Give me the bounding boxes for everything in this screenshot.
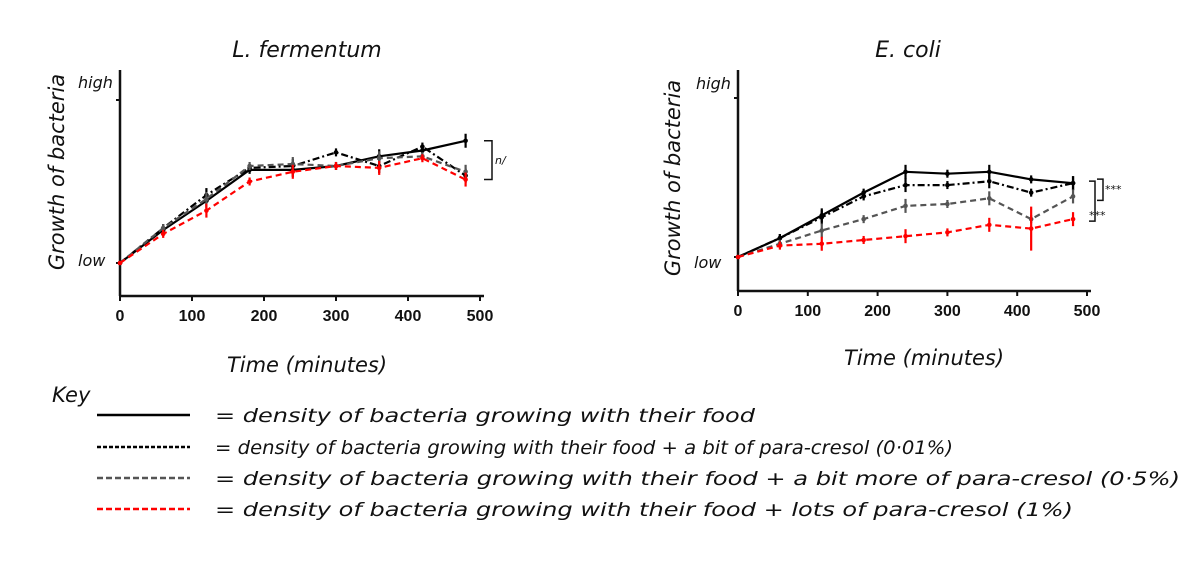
x-tick-label: 0 xyxy=(116,308,125,325)
y-tick-label-low: low xyxy=(694,253,722,272)
y-axis-label: Growth of bacteria xyxy=(45,74,69,270)
significance-bracket xyxy=(484,140,493,181)
x-tick-label: 400 xyxy=(395,308,422,325)
significance-label: n/ xyxy=(495,154,507,167)
x-axis-label: Time (minutes) xyxy=(844,346,1004,370)
x-tick-label: 500 xyxy=(1074,303,1101,320)
y-tick-label-high: high xyxy=(696,74,731,93)
x-tick-label: 100 xyxy=(179,308,206,325)
y-tick-label-high: high xyxy=(78,73,113,92)
chart-e-coli: E. coli high low 0 100 200 300 400 500 Growth of … xyxy=(661,38,1122,370)
x-tick-label: 100 xyxy=(794,303,821,320)
data-point xyxy=(735,254,741,260)
legend-label: = density of bacteria growing with their… xyxy=(215,468,1180,490)
x-tick-label: 300 xyxy=(934,303,961,320)
x-tick-label: 200 xyxy=(251,308,278,325)
x-tick-label: 200 xyxy=(864,303,891,320)
x-tick-label: 500 xyxy=(467,308,494,325)
y-tick-label-low: low xyxy=(78,251,106,270)
data-point xyxy=(117,260,123,266)
legend-label: = density of bacteria growing with their… xyxy=(215,437,953,459)
chart-title: L. fermentum xyxy=(232,38,381,63)
x-tick-label: 300 xyxy=(323,308,350,325)
legend-title: Key xyxy=(52,383,91,407)
significance-bracket xyxy=(1097,178,1104,202)
significance-bracket xyxy=(1089,180,1096,222)
legend-label: = density of bacteria growing with their… xyxy=(215,499,1073,521)
series-line xyxy=(119,145,467,264)
legend-label: = density of bacteria growing with their… xyxy=(215,405,756,427)
series-line xyxy=(119,157,467,264)
x-tick-label: 400 xyxy=(1004,303,1031,320)
significance-label: *** xyxy=(1089,209,1106,222)
x-tick-label: 0 xyxy=(734,303,743,320)
y-axis-label: Growth of bacteria xyxy=(661,80,685,276)
series-line xyxy=(737,218,1074,259)
significance-label: *** xyxy=(1105,183,1122,196)
x-axis-label: Time (minutes) xyxy=(227,353,387,377)
chart-l-fermentum: L. fermentum high low 0 100 200 300 400 500 Growt… xyxy=(45,38,507,377)
chart-title: E. coli xyxy=(875,38,941,63)
legend: Key = density of bacteria growing with t… xyxy=(52,383,1180,521)
